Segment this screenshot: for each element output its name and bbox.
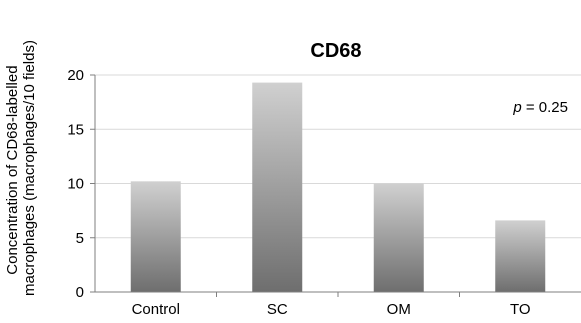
p-value-symbol: p	[512, 99, 521, 116]
y-tick-label-0: 0	[76, 284, 84, 301]
chart-title: CD68	[310, 40, 361, 62]
y-axis-label-line-1: Concentration of CD68-labelled	[4, 65, 21, 274]
bar-sc	[252, 82, 303, 292]
x-axis-ticks: Control SC OM TO	[132, 292, 531, 318]
y-tick-label-5: 5	[76, 230, 84, 247]
x-tick-label-om: OM	[387, 301, 411, 318]
svg-text:Concentration of CD68-labelled: Concentration of CD68-labelled macrophag…	[4, 40, 38, 296]
bar-to	[495, 220, 546, 292]
bars	[130, 82, 546, 292]
y-axis-label-line-2: macrophages (macrophages/10 fields)	[21, 40, 38, 296]
p-value-annotation: p = 0.25	[512, 99, 568, 116]
y-tick-label-10: 10	[67, 176, 84, 193]
bar-om	[373, 183, 424, 292]
p-value-text: = 0.25	[522, 99, 568, 116]
y-tick-label-20: 20	[67, 67, 84, 84]
y-axis-ticks: 0 5 10 15 20	[67, 67, 95, 301]
bar-control	[130, 181, 181, 292]
y-tick-label-15: 15	[67, 121, 84, 138]
x-tick-label-sc: SC	[267, 301, 288, 318]
y-axis-label: Concentration of CD68-labelled macrophag…	[4, 40, 38, 296]
x-tick-label-control: Control	[132, 301, 180, 318]
x-tick-label-to: TO	[510, 301, 531, 318]
